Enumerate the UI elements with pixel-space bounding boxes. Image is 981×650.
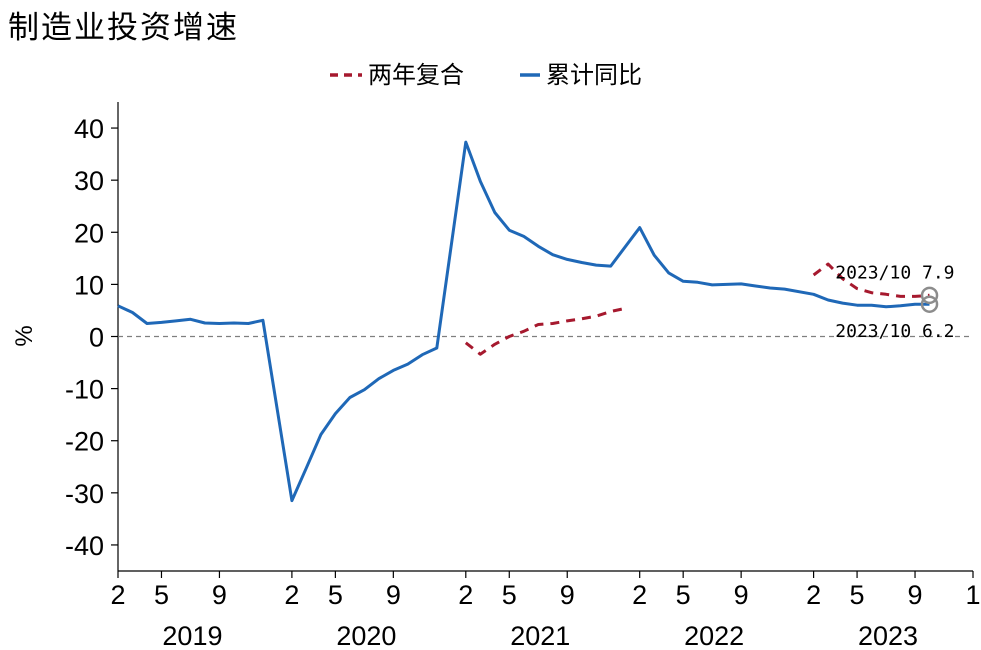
series-line-0 xyxy=(812,262,930,298)
series-line-0 xyxy=(464,306,626,356)
x-year-label: 2021 xyxy=(510,621,570,650)
annotation-marker xyxy=(920,295,939,313)
x-tick-label: 2 xyxy=(110,580,125,610)
x-year-label: 2023 xyxy=(858,621,918,650)
y-tick-label: -20 xyxy=(65,427,104,457)
legend-label-series-1: 累计同比 xyxy=(546,61,642,89)
x-tick-label: 9 xyxy=(212,580,227,610)
x-tick-label: 2 xyxy=(632,580,647,610)
annotation-marker xyxy=(920,286,939,305)
x-tick-label: 9 xyxy=(734,580,749,610)
x-tick-label: 5 xyxy=(154,580,169,610)
y-tick-label: 30 xyxy=(74,166,104,196)
x-tick-label: 5 xyxy=(502,580,517,610)
legend-label-series-0: 两年复合 xyxy=(368,61,464,89)
legend: 两年复合 累计同比 xyxy=(330,61,642,89)
series-line-1 xyxy=(117,140,930,503)
annotation-label: 2023/10 6.2 xyxy=(835,321,954,342)
y-tick-label: -10 xyxy=(65,375,104,405)
plot-area: 2023/10 7.9 2023/10 6.2 xyxy=(117,140,973,503)
x-tick-label: 2 xyxy=(806,580,821,610)
x-tick-label: 2 xyxy=(458,580,473,610)
x-tick-label: 9 xyxy=(386,580,401,610)
x-year-label: 2022 xyxy=(684,621,744,650)
y-tick-label: 10 xyxy=(74,270,104,300)
annotation-label: 2023/10 7.9 xyxy=(835,262,954,283)
y-tick-label: 0 xyxy=(89,323,104,353)
y-axis-label: % xyxy=(11,325,38,346)
x-year-label: 2019 xyxy=(162,621,222,650)
x-tick-label: 2 xyxy=(284,580,299,610)
x-tick-label: 1 xyxy=(965,580,980,610)
y-tick-label: 20 xyxy=(74,218,104,248)
y-tick-label: -40 xyxy=(65,531,104,561)
x-tick-label: 9 xyxy=(908,580,923,610)
y-tick-label: 40 xyxy=(74,114,104,144)
x-tick-label: 9 xyxy=(560,580,575,610)
x-tick-label: 5 xyxy=(328,580,343,610)
x-year-label: 2020 xyxy=(336,621,396,650)
x-tick-label: 5 xyxy=(850,580,865,610)
page-title: 制造业投资增速 xyxy=(8,10,239,46)
y-tick-label: -30 xyxy=(65,479,104,509)
x-tick-label: 5 xyxy=(676,580,691,610)
